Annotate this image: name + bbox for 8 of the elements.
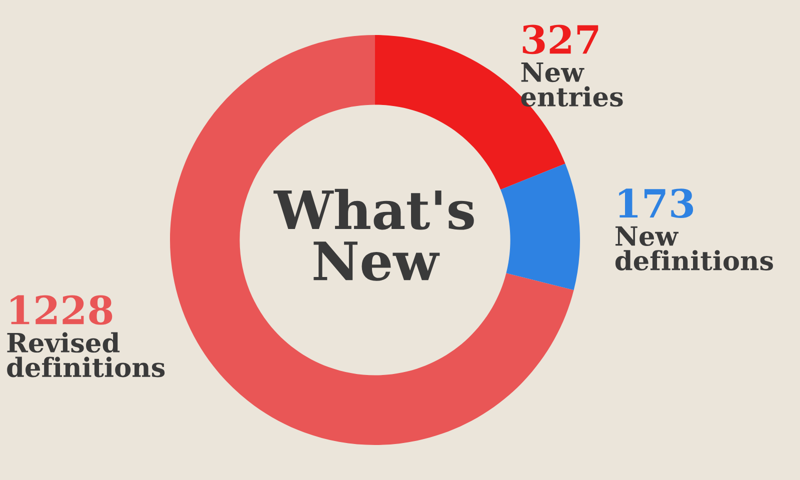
text: What's New — [273, 188, 474, 281]
data-label: 173 — [619, 188, 694, 218]
slice-label: Revised definitions — [7, 332, 165, 378]
donut-slice — [500, 164, 580, 290]
slice-label: New definitions — [615, 226, 773, 270]
slice-label: New entries — [521, 62, 623, 107]
data-label: 327 — [522, 24, 598, 54]
data-label: 1228 — [10, 295, 112, 325]
